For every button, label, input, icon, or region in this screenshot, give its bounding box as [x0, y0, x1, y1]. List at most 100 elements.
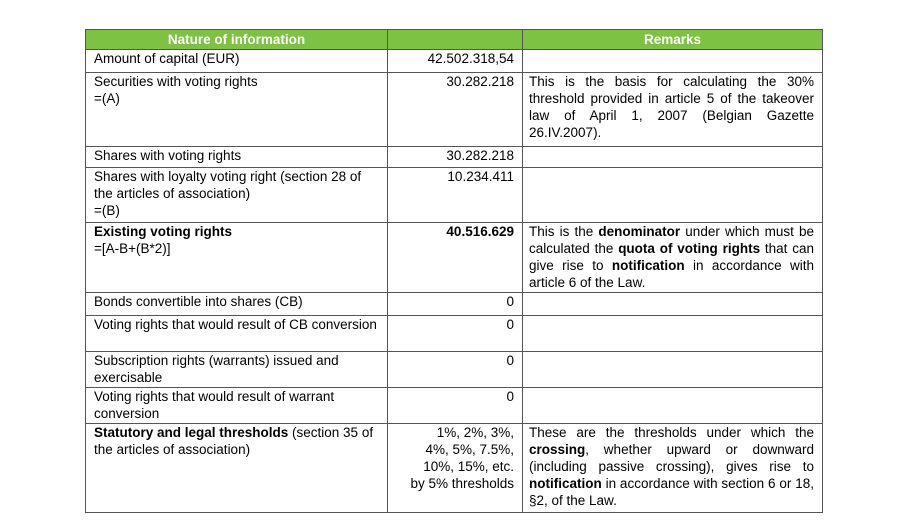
text-line: Shares with voting rights — [94, 147, 379, 164]
text: Voting rights that would result of warra… — [94, 389, 335, 421]
text: that can give rise to — [529, 241, 814, 273]
table-row: Subscription rights (warrants) issued an… — [85, 351, 823, 388]
text-line: Bonds convertible into shares (CB) — [94, 293, 379, 310]
remarks-cell: This is the denominator under which must… — [522, 222, 823, 293]
table-row: Amount of capital (EUR) 42.502.318,54 — [85, 49, 823, 73]
text-line: Existing voting rights — [94, 223, 379, 240]
table-row: Existing voting rights =[A-B+(B*2)] 40.516… — [85, 222, 823, 293]
text: , whether upward or downward (including … — [529, 442, 814, 474]
text-line: Shares with loyalty voting right (sectio… — [94, 168, 379, 202]
text: in accordance with section 6 or 18, §2, … — [529, 476, 814, 508]
text-line: 1%, 2%, 3%, — [392, 424, 514, 441]
text-line: 30.282.218 — [392, 73, 514, 90]
value-cell: 0 — [387, 387, 523, 424]
text-line: 30.282.218 — [392, 147, 514, 164]
table-row: Shares with voting rights 30.282.218 — [85, 146, 823, 168]
text-line: =(A) — [94, 90, 379, 107]
label-cell: Bonds convertible into shares (CB) — [85, 292, 388, 316]
text: 0 — [506, 389, 514, 404]
text-line: 4%, 5%, 7.5%, — [392, 441, 514, 458]
text: =(A) — [94, 91, 120, 106]
text-line: Securities with voting rights — [94, 73, 379, 90]
value-cell: 1%, 2%, 3%, 4%, 5%, 7.5%, 10%, 15%, etc. by… — [387, 423, 523, 513]
bold-text: notification — [529, 476, 602, 491]
text-line: This is the denominator under which must… — [529, 223, 814, 291]
text-line: 0 — [392, 352, 514, 369]
text: Shares with voting rights — [94, 148, 242, 163]
text-line: 0 — [392, 388, 514, 405]
bold-text: notification — [611, 258, 685, 273]
text-line: 40.516.629 — [392, 223, 514, 240]
remarks-cell: This is the basis for calculating the 30… — [522, 72, 823, 147]
label-cell: Securities with voting rights =(A) — [85, 72, 388, 147]
text: =(B) — [94, 203, 120, 218]
header-cell: Remarks — [522, 29, 823, 50]
text: in accordance with article 6 of the Law. — [529, 258, 814, 290]
label-cell: Shares with loyalty voting right (sectio… — [85, 167, 388, 223]
table-row: Voting rights that would result of warra… — [85, 387, 823, 424]
info-table: Nature of information Remarks Amount of … — [85, 29, 823, 513]
text: 0 — [506, 294, 514, 309]
remarks-cell — [522, 49, 823, 73]
table-body: Amount of capital (EUR) 42.502.318,54 Secu… — [85, 49, 823, 513]
text: 0 — [506, 353, 514, 368]
text-line: Voting rights that would result of warra… — [94, 388, 379, 422]
text-line: 0 — [392, 316, 514, 333]
text-line: These are the thresholds under which the… — [529, 424, 814, 509]
text: by 5% thresholds — [410, 476, 514, 491]
header-cell: Nature of information — [85, 29, 388, 50]
text-line: 0 — [392, 293, 514, 310]
text: This is the — [529, 224, 599, 239]
remarks-cell — [522, 167, 823, 223]
header-row: Nature of information Remarks — [85, 29, 823, 50]
bold-text: Statutory and legal thresholds — [94, 425, 289, 440]
bold-text: 40.516.629 — [446, 224, 514, 239]
text-line: =(B) — [94, 202, 379, 219]
text: 0 — [506, 317, 514, 332]
text-line: 10%, 15%, etc. — [392, 458, 514, 475]
label-cell: Statutory and legal thresholds (section … — [85, 423, 388, 513]
value-cell: 30.282.218 — [387, 72, 523, 147]
remarks-cell — [522, 146, 823, 168]
label-cell: Shares with voting rights — [85, 146, 388, 168]
table-row: Statutory and legal thresholds (section … — [85, 423, 823, 513]
bold-text: quota of voting rights — [618, 241, 761, 256]
table-row: Shares with loyalty voting right (sectio… — [85, 167, 823, 223]
value-cell: 42.502.318,54 — [387, 49, 523, 73]
text: under which must be calculated the — [529, 224, 814, 256]
label-cell: Voting rights that would result of CB co… — [85, 315, 388, 352]
label-cell: Existing voting rights =[A-B+(B*2)] — [85, 222, 388, 293]
remarks-cell — [522, 315, 823, 352]
text: 10%, 15%, etc. — [423, 459, 514, 474]
text-line: This is the basis for calculating the 30… — [529, 73, 814, 141]
text: Amount of capital (EUR) — [94, 51, 240, 66]
table-row: Bonds convertible into shares (CB) 0 — [85, 292, 823, 316]
text: Securities with voting rights — [94, 74, 258, 89]
text: 42.502.318,54 — [427, 51, 514, 66]
label-cell: Subscription rights (warrants) issued an… — [85, 351, 388, 388]
bold-text: Existing voting rights — [94, 224, 233, 239]
text: This is the basis for calculating the 30… — [529, 74, 814, 140]
value-cell: 0 — [387, 292, 523, 316]
text-line: 42.502.318,54 — [392, 50, 514, 67]
text-line: Amount of capital (EUR) — [94, 50, 379, 67]
remarks-cell — [522, 387, 823, 424]
text: Subscription rights (warrants) issued an… — [94, 353, 339, 385]
text-line: =[A-B+(B*2)] — [94, 240, 379, 257]
text: =[A-B+(B*2)] — [94, 241, 171, 256]
value-cell: 40.516.629 — [387, 222, 523, 293]
text: 10.234.411 — [447, 169, 514, 184]
text: These are the thresholds under which the — [529, 425, 814, 440]
value-cell: 0 — [387, 351, 523, 388]
text-line: 10.234.411 — [392, 168, 514, 185]
table-wrap: Nature of information Remarks Amount of … — [85, 29, 823, 513]
table-row: Securities with voting rights =(A) 30.282.… — [85, 72, 823, 147]
text-line: Subscription rights (warrants) issued an… — [94, 352, 379, 386]
text-line: by 5% thresholds — [392, 475, 514, 492]
table-row: Voting rights that would result of CB co… — [85, 315, 823, 352]
text: 1%, 2%, 3%, — [436, 425, 514, 440]
bold-text: crossing — [529, 442, 586, 457]
remarks-cell — [522, 351, 823, 388]
text: 4%, 5%, 7.5%, — [425, 442, 514, 457]
value-cell: 10.234.411 — [387, 167, 523, 223]
